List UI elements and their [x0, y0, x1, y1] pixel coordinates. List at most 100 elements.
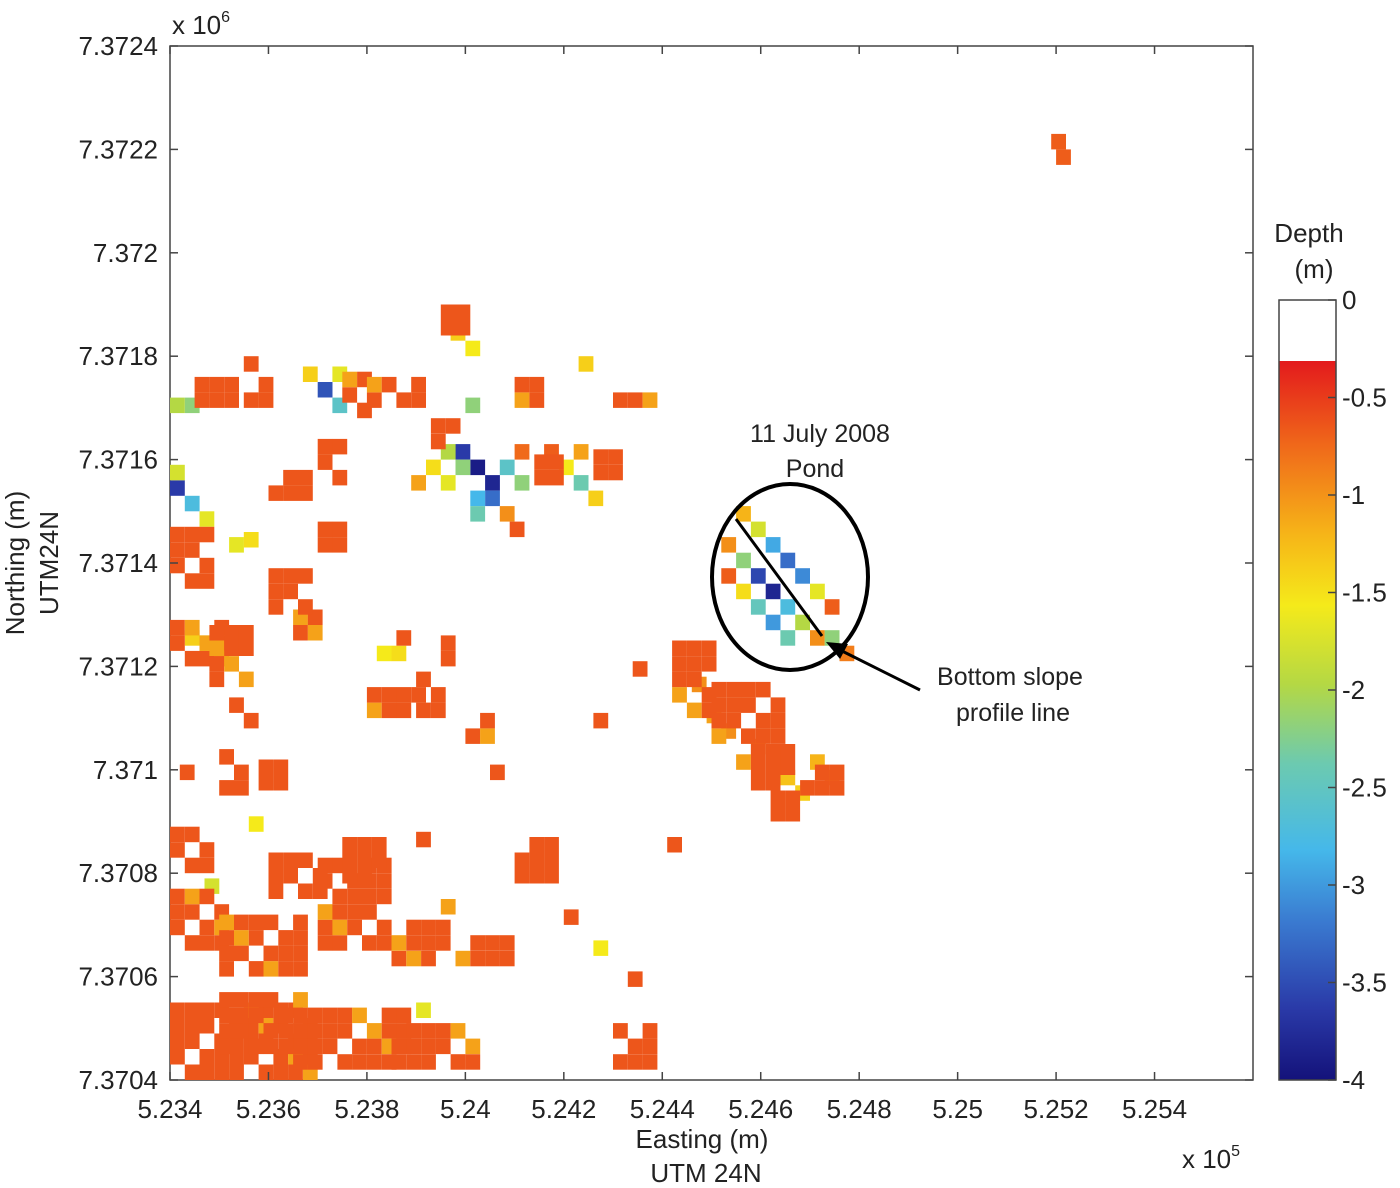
depth-cell	[322, 1007, 338, 1024]
depth-cell	[563, 909, 579, 925]
depth-cell	[780, 599, 796, 615]
depth-cell	[416, 1002, 431, 1018]
depth-cell	[421, 935, 436, 951]
annotation-date: 11 July 2008	[750, 420, 890, 448]
depth-cell	[381, 1023, 397, 1039]
depth-cell	[411, 392, 426, 408]
depth-cell	[322, 1038, 338, 1055]
depth-cell	[342, 371, 358, 388]
depth-cell	[362, 904, 377, 920]
depth-cell	[219, 749, 234, 765]
depth-cell	[263, 1023, 279, 1039]
depth-cell	[627, 1054, 643, 1070]
depth-cell	[455, 444, 471, 460]
depth-cell	[701, 640, 717, 656]
depth-cell	[411, 687, 426, 703]
depth-cell	[396, 687, 412, 703]
depth-cell	[534, 469, 550, 486]
depth-cell	[307, 1023, 323, 1039]
depth-cell	[317, 521, 333, 538]
depth-cell	[421, 1023, 436, 1039]
x-multiplier: x 105	[1182, 1143, 1240, 1174]
depth-cell	[736, 552, 751, 569]
depth-cell	[765, 775, 781, 791]
depth-cell	[184, 573, 200, 589]
depth-cell	[273, 759, 289, 775]
depth-cell	[234, 1023, 249, 1039]
depth-cell	[391, 950, 407, 967]
depth-cell	[170, 542, 185, 558]
depth-cell	[317, 919, 333, 936]
depth-cell	[179, 764, 195, 781]
x-tick-label: 5.244	[630, 1094, 695, 1124]
depth-cell	[238, 671, 254, 688]
depth-cell	[224, 625, 239, 641]
depth-cell	[209, 640, 225, 656]
depth-cell	[332, 919, 348, 936]
depth-cell	[770, 806, 786, 822]
depth-cell	[376, 645, 392, 662]
depth-cell	[396, 630, 412, 646]
depth-cell	[750, 599, 766, 615]
depth-cell	[170, 1033, 185, 1049]
depth-cell	[199, 511, 215, 527]
depth-cell	[278, 1023, 294, 1039]
depth-cell	[672, 656, 687, 672]
depth-cell	[514, 475, 530, 491]
depth-cell	[770, 728, 786, 744]
depth-cell	[293, 992, 308, 1008]
depth-cell	[337, 1023, 353, 1039]
depth-cell	[184, 1033, 200, 1049]
colorbar-title: Depth	[1274, 218, 1343, 248]
depth-cell	[170, 919, 185, 936]
depth-cell	[686, 640, 702, 656]
depth-cell	[613, 392, 628, 408]
depth-cell	[686, 702, 702, 719]
depth-cell	[440, 899, 456, 915]
depth-cell	[258, 1064, 274, 1080]
depth-cell	[593, 449, 609, 465]
x-axis-ticks: 5.234 5.236 5.238 5.24 5.242 5.244 5.246 5.248 5…	[137, 46, 1187, 1124]
depth-cell	[800, 780, 815, 796]
depth-cell	[770, 712, 786, 729]
depth-cell	[450, 1054, 466, 1070]
depth-cell	[273, 1064, 289, 1080]
depth-cell	[307, 1038, 323, 1055]
depth-cell	[362, 888, 377, 905]
depth-cell	[485, 490, 500, 507]
depth-cell	[293, 930, 308, 946]
depth-cell	[391, 645, 407, 662]
depth-cell	[337, 1054, 353, 1070]
depth-cell	[755, 712, 771, 729]
depth-cell	[263, 945, 279, 962]
depth-cell	[332, 888, 348, 905]
depth-cell	[362, 935, 377, 951]
depth-cell	[170, 1002, 185, 1018]
depth-cell	[440, 635, 456, 651]
x-tick-label: 5.242	[531, 1094, 596, 1124]
depth-cell	[544, 852, 559, 868]
depth-cell	[170, 635, 185, 651]
depth-cell	[298, 568, 313, 584]
colorbar-gradient	[1279, 361, 1336, 1080]
depth-cell	[780, 630, 796, 646]
depth-cell	[170, 480, 185, 496]
depth-cell	[273, 775, 289, 791]
depth-cell	[421, 950, 436, 967]
depth-cell	[593, 464, 609, 481]
depth-cell	[509, 521, 525, 538]
depth-cell	[750, 521, 766, 538]
depth-cell	[234, 930, 249, 946]
depth-cell	[608, 449, 623, 465]
depth-cell	[455, 950, 471, 967]
depth-cell	[184, 857, 200, 874]
depth-cell	[293, 945, 308, 962]
depth-cell	[199, 1002, 215, 1018]
depth-cell	[465, 1038, 481, 1055]
depth-cell	[224, 392, 239, 408]
depth-cell	[234, 764, 249, 781]
y-tick-label: 7.3722	[78, 134, 158, 164]
depth-cell	[298, 883, 313, 899]
depth-cell	[450, 1023, 466, 1039]
depth-cell	[770, 790, 786, 806]
